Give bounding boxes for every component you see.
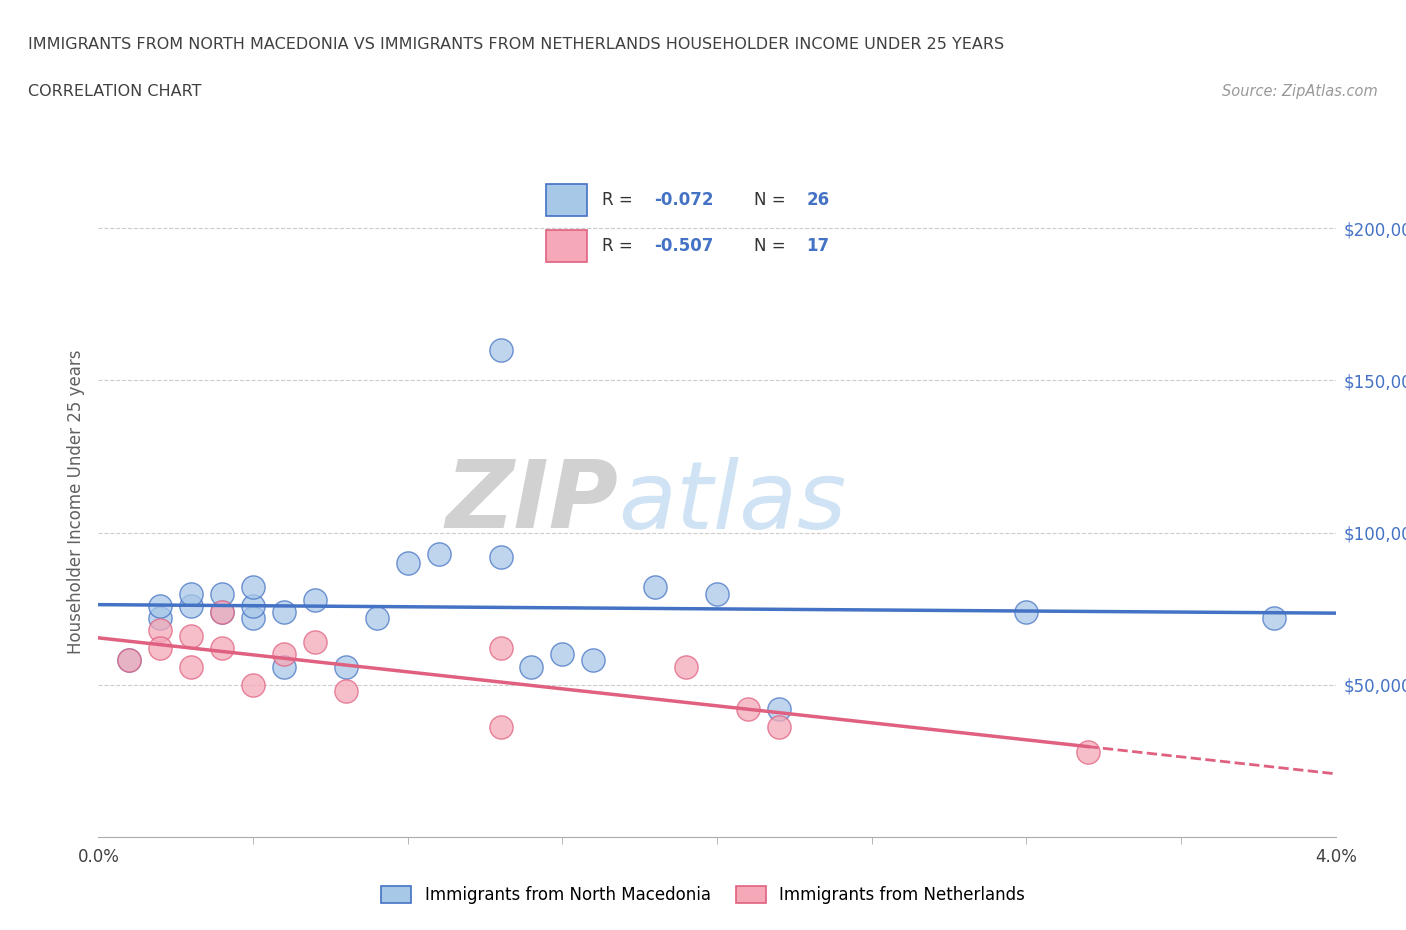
Point xyxy=(489,641,512,656)
Text: ZIP: ZIP xyxy=(446,457,619,548)
Point xyxy=(242,598,264,613)
Point xyxy=(1263,610,1285,625)
Legend: Immigrants from North Macedonia, Immigrants from Netherlands: Immigrants from North Macedonia, Immigra… xyxy=(373,878,1033,912)
Point xyxy=(180,629,202,644)
Point xyxy=(582,653,605,668)
Point xyxy=(768,720,790,735)
Point xyxy=(273,647,295,662)
Point xyxy=(489,720,512,735)
Point xyxy=(1077,744,1099,759)
Point xyxy=(118,653,141,668)
Point xyxy=(737,702,759,717)
Point xyxy=(396,555,419,570)
Text: IMMIGRANTS FROM NORTH MACEDONIA VS IMMIGRANTS FROM NETHERLANDS HOUSEHOLDER INCOM: IMMIGRANTS FROM NORTH MACEDONIA VS IMMIG… xyxy=(28,37,1004,52)
Text: atlas: atlas xyxy=(619,457,846,548)
Point xyxy=(149,641,172,656)
Point xyxy=(211,604,233,619)
Point xyxy=(335,684,357,698)
Point xyxy=(211,641,233,656)
Point xyxy=(211,586,233,601)
Point xyxy=(180,586,202,601)
Text: CORRELATION CHART: CORRELATION CHART xyxy=(28,84,201,99)
Point xyxy=(149,610,172,625)
Point xyxy=(211,604,233,619)
Point xyxy=(149,622,172,637)
Point xyxy=(273,604,295,619)
Y-axis label: Householder Income Under 25 years: Householder Income Under 25 years xyxy=(66,350,84,655)
Point xyxy=(304,635,326,650)
Point xyxy=(118,653,141,668)
Point xyxy=(644,580,666,595)
Point xyxy=(520,659,543,674)
Point xyxy=(149,598,172,613)
Point xyxy=(768,702,790,717)
Text: Source: ZipAtlas.com: Source: ZipAtlas.com xyxy=(1222,84,1378,99)
Point xyxy=(242,610,264,625)
Point xyxy=(242,580,264,595)
Point xyxy=(675,659,697,674)
Point xyxy=(304,592,326,607)
Point xyxy=(706,586,728,601)
Point xyxy=(427,547,450,562)
Point xyxy=(551,647,574,662)
Point xyxy=(180,598,202,613)
Point xyxy=(1015,604,1038,619)
Point xyxy=(489,550,512,565)
Point xyxy=(242,677,264,692)
Point xyxy=(180,659,202,674)
Point xyxy=(489,342,512,357)
Point xyxy=(366,610,388,625)
Point xyxy=(273,659,295,674)
Point xyxy=(335,659,357,674)
